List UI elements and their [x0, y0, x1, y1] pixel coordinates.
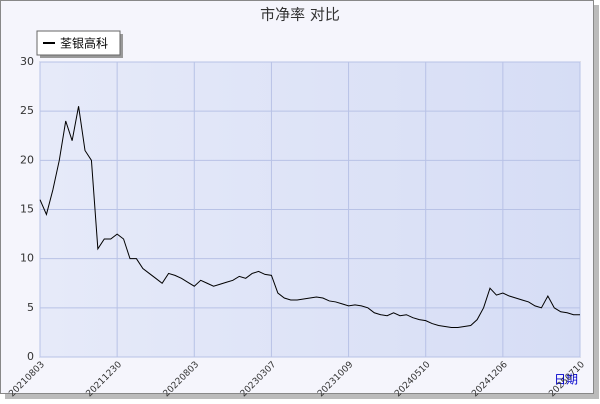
y-tick-label: 10: [20, 252, 34, 265]
x-axis-label: 日期: [554, 373, 578, 387]
shadow: [594, 5, 599, 399]
y-tick-label: 20: [20, 153, 34, 166]
legend-label: 荃银高科: [60, 36, 108, 51]
y-tick-label: 5: [27, 301, 34, 314]
shadow: [5, 394, 599, 399]
y-tick-label: 25: [20, 104, 34, 117]
y-tick-label: 30: [20, 55, 34, 68]
line-series: [39, 106, 580, 328]
chart-title: 市净率 对比: [260, 6, 340, 24]
legend: 荃银高科: [36, 30, 123, 58]
y-tick-label: 15: [20, 203, 34, 216]
y-tick-label: 0: [27, 350, 34, 363]
